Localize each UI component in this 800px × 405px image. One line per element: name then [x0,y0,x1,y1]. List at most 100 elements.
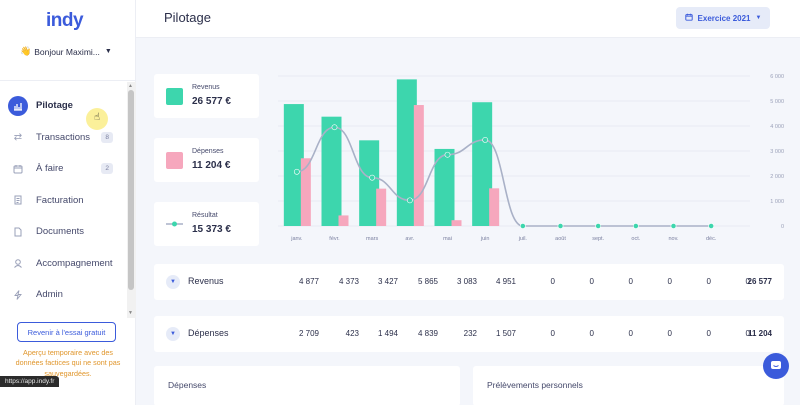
bar-revenus [321,116,342,226]
table-cell: 4 951 [495,277,516,286]
table-cell: 3 083 [456,277,477,286]
chevron-down-icon[interactable]: ▼ [166,327,180,341]
kpi-label: Revenus [192,84,220,91]
resultat-point [708,223,715,229]
table-cell: 4 839 [417,329,438,338]
y-tick-label: 0 [781,224,784,230]
sidebar-item-a-faire[interactable]: À faire 2 [0,153,127,185]
kpi-value: 26 577 € [192,96,231,107]
y-tick-label: 4 000 [770,124,784,130]
kpi-resultat: Résultat 15 373 € [154,202,259,246]
bar-revenus [472,102,493,226]
bar-depenses [300,158,311,226]
scrollbar-thumb[interactable] [128,90,134,290]
resultat-point [293,168,300,175]
year-label: Exercice 2021 [697,13,751,23]
table-cell: 0 [550,277,555,286]
row-total: 11 204 [747,329,772,338]
sidebar-item-admin[interactable]: Admin [0,279,127,311]
sidebar-item-pilotage[interactable]: Pilotage [0,90,127,122]
user-menu[interactable]: 👋 Bonjour Maximi... ▼ [20,46,112,57]
bar-depenses [376,188,387,226]
y-tick-label: 2 000 [770,174,784,180]
sidebar-item-facturation[interactable]: Facturation [0,185,127,217]
sidebar-item-documents[interactable]: Documents [0,216,127,248]
row-total: 26 577 [747,277,772,286]
table-cell: 423 [345,329,359,338]
y-tick-label: 5 000 [770,99,784,105]
scroll-up-icon[interactable]: ▲ [128,83,133,89]
sidebar-nav: Pilotage ⇄ Transactions 8 À faire 2 Fact… [0,90,127,311]
scroll-down-icon[interactable]: ▼ [128,310,133,316]
depenses-panel: Dépenses [154,366,460,405]
table-cell: 0 [589,329,594,338]
table-cell: 232 [463,329,477,338]
table-cell: 2 709 [298,329,319,338]
chat-icon [771,361,781,369]
wave-icon: 👋 [20,46,32,56]
row-label: Revenus [188,276,224,286]
table-cell: 0 [667,329,672,338]
x-tick-label: mars [366,236,378,242]
x-tick-label: juin [480,236,490,242]
invoice-icon [10,192,26,208]
table-cell: 4 373 [338,277,359,286]
x-tick-label: août [555,236,566,242]
resultat-point [670,223,677,229]
kpi-value: 15 373 € [192,224,231,235]
cursor-highlight [86,108,108,130]
table-cell: 0 [745,329,750,338]
x-tick-label: oct. [631,236,640,242]
resultat-point [557,223,564,229]
transfer-icon: ⇄ [13,131,23,143]
table-cell: 4 877 [298,277,319,286]
x-tick-label: sept. [592,236,604,242]
resultat-point [632,223,639,229]
chevron-down-icon: ▼ [104,48,112,55]
table-cell: 0 [628,277,633,286]
revenus-color-icon [166,88,183,105]
kpi-label: Résultat [192,212,218,219]
kpi-value: 11 204 € [192,160,231,171]
sidebar-item-label: Accompagnement [36,257,113,269]
depenses-color-icon [166,152,183,169]
sidebar-item-transactions[interactable]: ⇄ Transactions 8 [0,122,127,154]
trial-button[interactable]: Revenir à l'essai gratuit [17,322,116,342]
chart-icon [8,95,28,116]
year-selector[interactable]: Exercice 2021 ▼ [676,7,770,29]
demo-warning: Aperçu temporaire avec des données facti… [15,348,121,378]
x-tick-label: mai [443,236,452,242]
x-tick-label: juil. [518,236,528,242]
sidebar: indy 👋 Bonjour Maximi... ▼ Pilotage ⇄ Tr… [0,0,136,405]
chat-button[interactable] [763,353,789,379]
table-cell: 5 865 [417,277,438,286]
sidebar-item-label: À faire [36,163,64,175]
kpi-revenus: Revenus 26 577 € [154,74,259,118]
count-badge: 8 [101,131,113,143]
kpi-label: Dépenses [192,148,224,155]
sidebar-item-label: Transactions [36,131,91,143]
sidebar-item-label: Pilotage [36,100,73,112]
chevron-down-icon[interactable]: ▼ [166,275,180,289]
kpi-depenses: Dépenses 11 204 € [154,138,259,182]
table-cell: 0 [589,277,594,286]
document-icon [10,224,26,240]
x-tick-label: avr. [405,236,414,242]
bar-depenses [338,215,349,226]
panel-title: Prélèvements personnels [487,380,583,390]
table-cell: 0 [550,329,555,338]
page-header: Pilotage Exercice 2021 ▼ [136,0,800,38]
sidebar-item-accompagnement[interactable]: Accompagnement [0,248,127,280]
y-tick-label: 6 000 [770,74,784,80]
resultat-point [444,151,451,158]
depenses-row: ▼ Dépenses 2 709 423 1 494 4 839 232 1 507 0 0 0… [154,316,784,352]
line-legend-icon [166,221,183,227]
pointer-cursor-icon: ☝ [94,112,101,123]
support-icon [10,255,26,271]
indy-logo[interactable]: indy [46,10,84,31]
bar-revenus [434,148,455,226]
table-cell: 0 [706,329,711,338]
table-cell: 3 427 [377,277,398,286]
row-label: Dépenses [188,328,229,338]
panel-title: Dépenses [168,380,207,390]
